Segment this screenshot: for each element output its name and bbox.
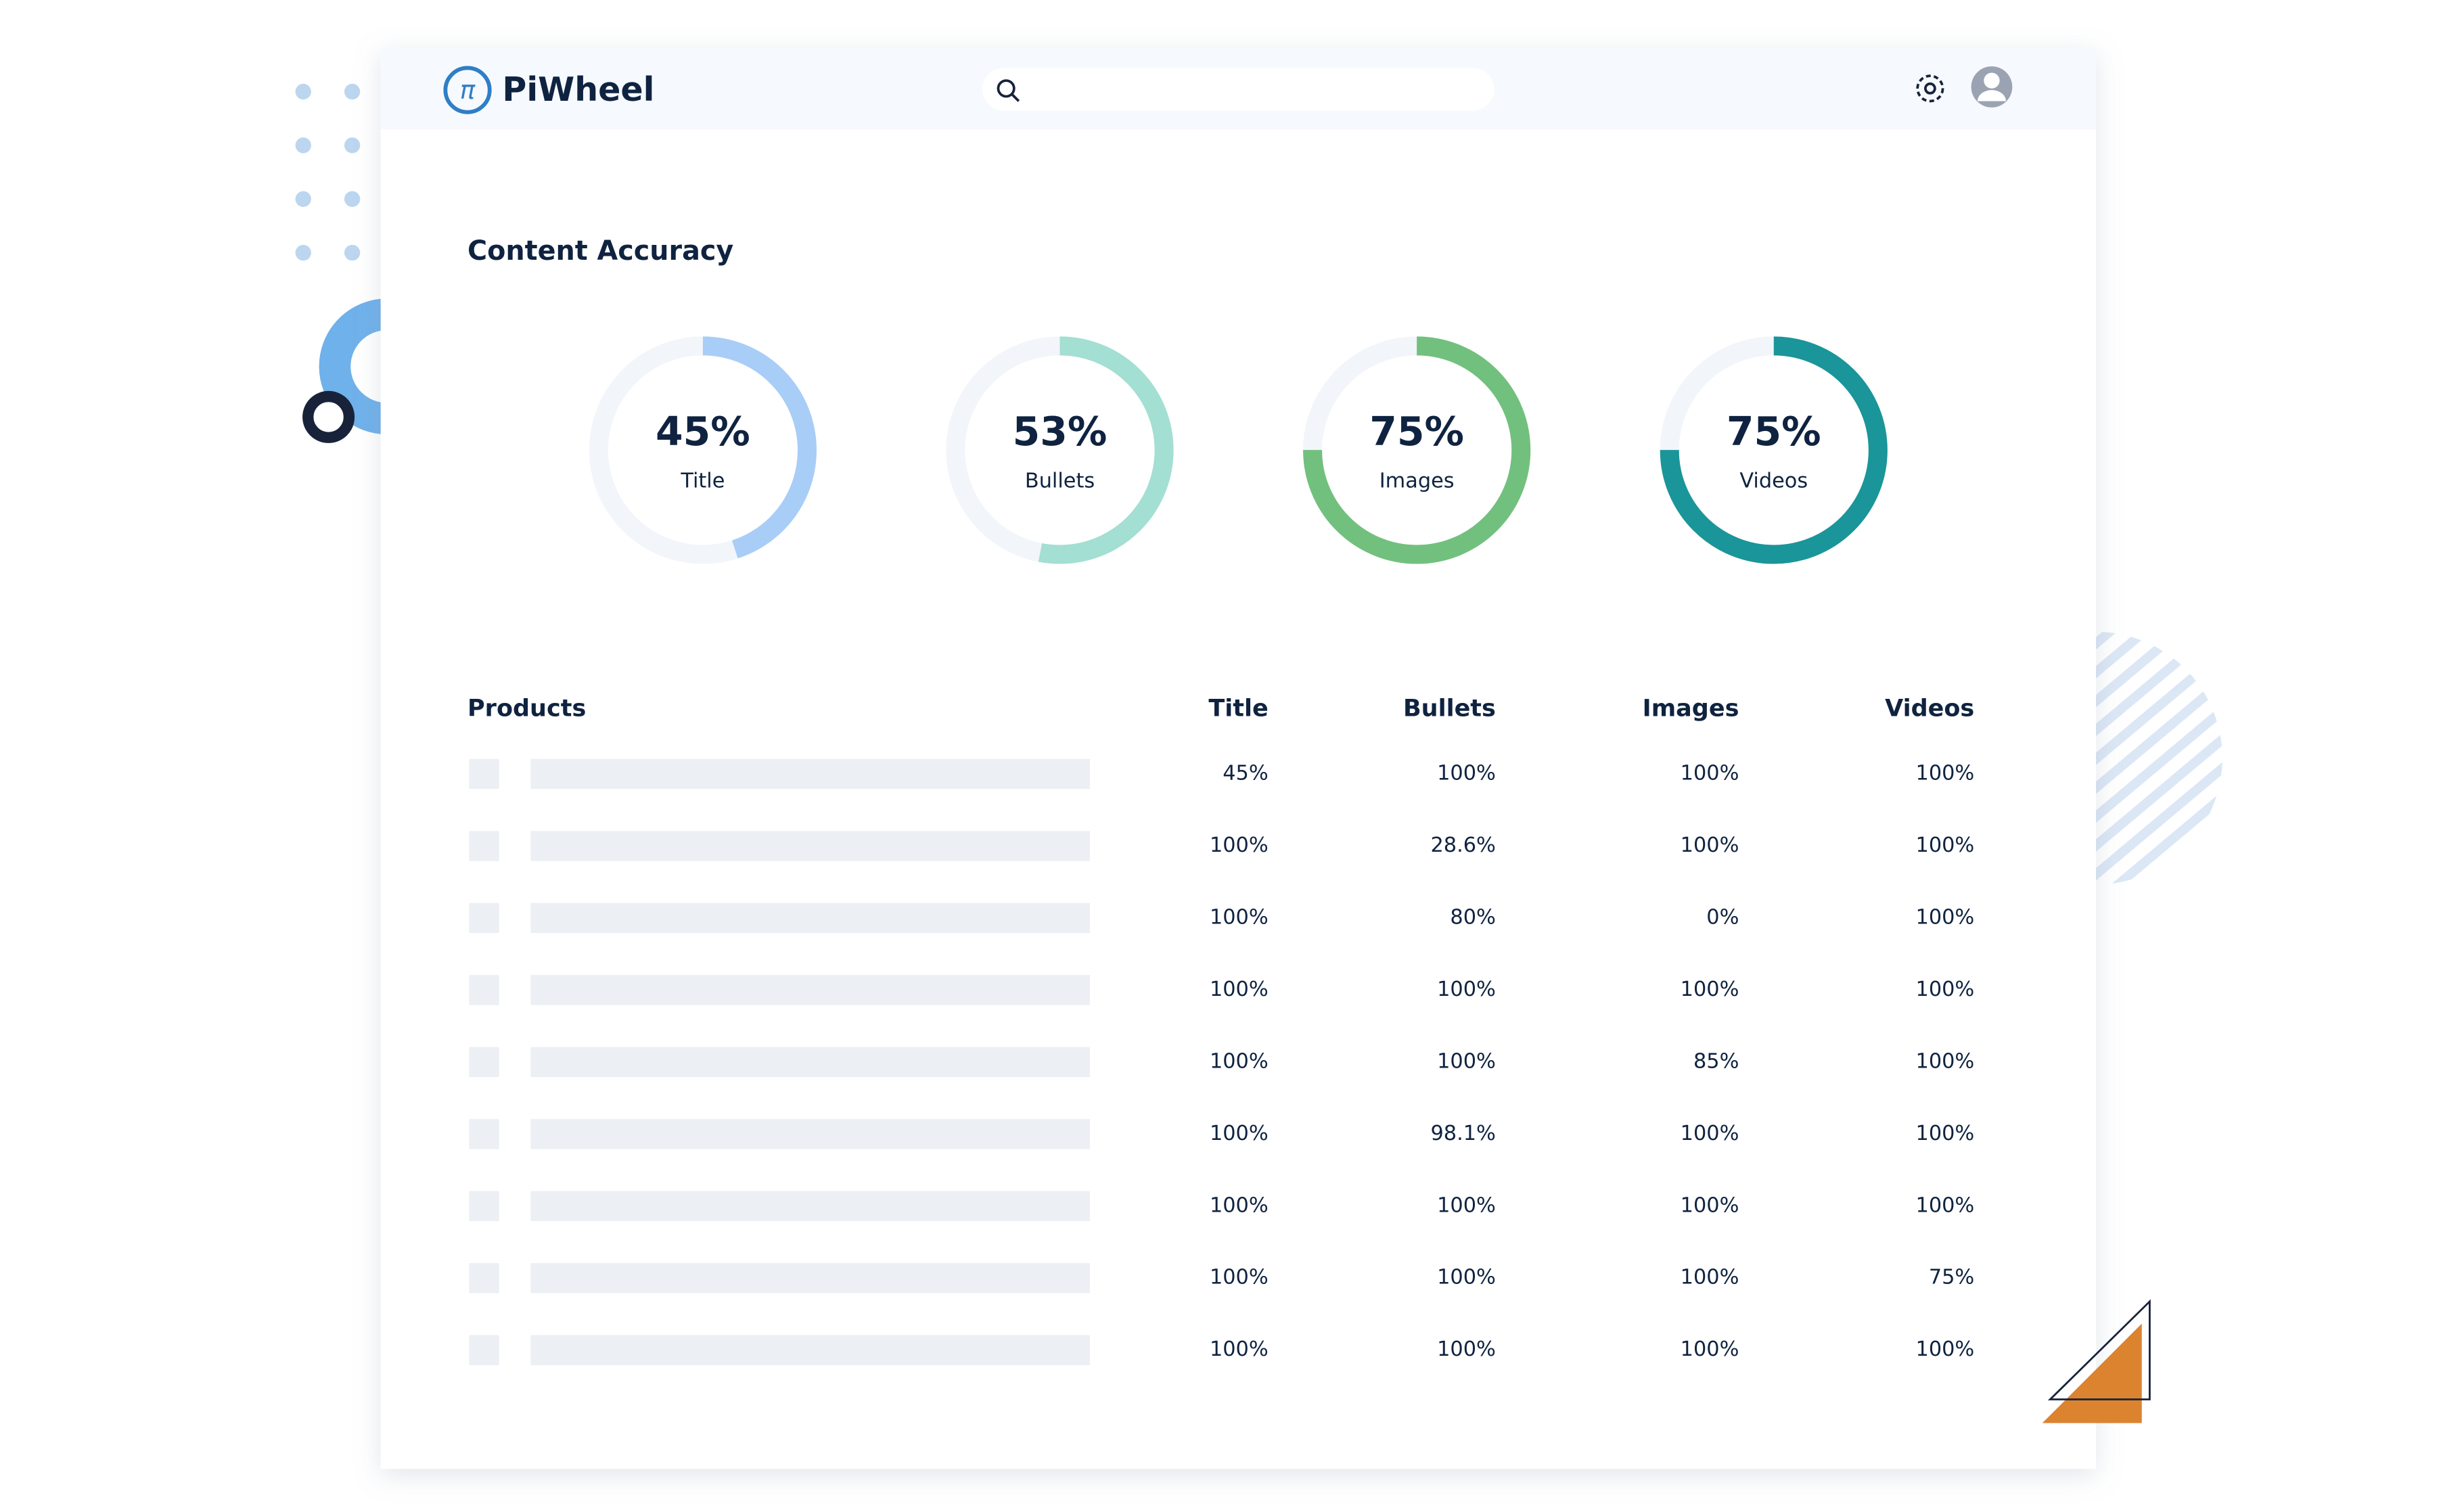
cell: 100% [1437, 762, 1496, 785]
donut-label: Title [680, 470, 725, 493]
cell: 100% [1210, 833, 1269, 857]
cell: 100% [1916, 1193, 1975, 1217]
cell: 100% [1681, 1337, 1739, 1361]
logo-glyph: π [460, 75, 476, 105]
cell: 100% [1681, 762, 1739, 785]
cell: 100% [1210, 1193, 1269, 1217]
cell: 100% [1210, 1122, 1269, 1145]
cell: 100% [1916, 905, 1975, 929]
cell: 100% [1437, 1266, 1496, 1289]
product-thumb [469, 758, 499, 790]
column-header: Bullets [1403, 695, 1496, 722]
cell: 0% [1706, 905, 1739, 929]
product-thumb [469, 902, 499, 934]
column-header: Title [1208, 695, 1268, 722]
cell: 100% [1916, 1049, 1975, 1073]
cell: 100% [1916, 1337, 1975, 1361]
cell: 100% [1916, 833, 1975, 857]
cell: 100% [1681, 833, 1739, 857]
cell: 100% [1437, 978, 1496, 1001]
product-name [530, 1191, 1090, 1221]
cell: 100% [1210, 978, 1269, 1001]
cell: 100% [1437, 1193, 1496, 1217]
decor-small-ring [302, 390, 355, 443]
logo-icon [443, 66, 492, 114]
cell: 100% [1210, 1266, 1269, 1289]
donut-value: 45% [656, 409, 750, 455]
cell: 80% [1450, 905, 1495, 929]
product-thumb [469, 975, 499, 1005]
product-name [530, 1119, 1090, 1149]
cell: 28.6% [1430, 833, 1495, 857]
cell: 100% [1916, 978, 1975, 1001]
donut-label: Videos [1739, 470, 1808, 493]
product-name [530, 1335, 1090, 1365]
product-name [530, 1047, 1090, 1078]
product-thumb [469, 1335, 499, 1365]
cell: 75% [1929, 1266, 1974, 1289]
product-name [530, 758, 1090, 790]
cell: 100% [1210, 1049, 1269, 1073]
donut-label: Bullets [1025, 470, 1095, 493]
cell: 100% [1210, 1337, 1269, 1361]
cell: 85% [1693, 1049, 1739, 1073]
section-title: Content Accuracy [467, 235, 733, 267]
search-icon [997, 79, 1020, 102]
cell: 100% [1437, 1049, 1496, 1073]
product-thumb [469, 1263, 499, 1294]
cell: 100% [1681, 978, 1739, 1001]
donut-value: 75% [1369, 409, 1464, 455]
cell: 100% [1437, 1337, 1496, 1361]
card [380, 47, 2097, 1469]
donut-value: 53% [1013, 409, 1108, 455]
donut-arc [946, 336, 1174, 564]
cell: 100% [1916, 1122, 1975, 1145]
decor-dots [295, 83, 361, 261]
product-name [530, 975, 1090, 1005]
cell: 45% [1223, 762, 1268, 785]
product-name [530, 831, 1090, 861]
column-header: Videos [1885, 695, 1974, 722]
cell: 98.1% [1430, 1122, 1495, 1145]
column-header: Products [467, 695, 586, 722]
donut-arc [1660, 336, 1888, 564]
product-thumb [469, 1047, 499, 1078]
cell: 100% [1210, 905, 1269, 929]
avatar[interactable] [1971, 66, 2013, 108]
product-name [530, 902, 1090, 934]
product-name [530, 1263, 1090, 1294]
search-box[interactable] [982, 68, 1495, 111]
cell: 100% [1681, 1122, 1739, 1145]
product-thumb [469, 1119, 499, 1149]
donut-label: Images [1379, 470, 1455, 493]
donut-value: 75% [1727, 409, 1821, 455]
settings-icon[interactable] [1916, 74, 1944, 103]
product-thumb [469, 831, 499, 861]
brand: PiWheel [502, 70, 654, 109]
column-header: Images [1643, 695, 1739, 722]
cell: 100% [1681, 1193, 1739, 1217]
cell: 100% [1916, 762, 1975, 785]
product-thumb [469, 1191, 499, 1221]
cell: 100% [1681, 1266, 1739, 1289]
